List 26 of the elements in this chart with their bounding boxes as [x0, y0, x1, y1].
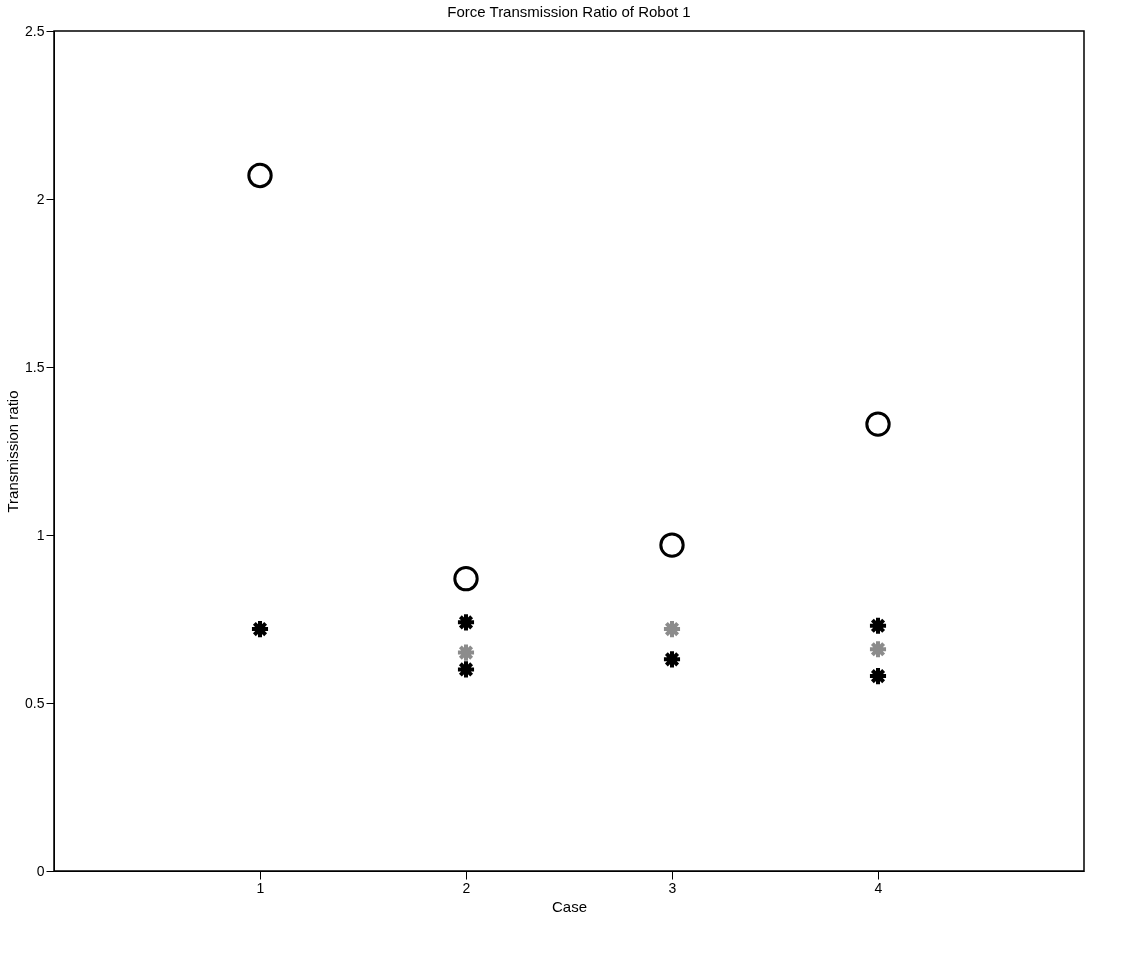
y-axis-title: Transmission ratio: [4, 390, 22, 513]
point: [865, 411, 891, 437]
point: [247, 162, 273, 189]
x-tick-label: 4: [874, 879, 883, 896]
point: [455, 659, 477, 680]
point: [661, 649, 683, 670]
point: [455, 612, 477, 633]
point: [867, 615, 889, 636]
point: [661, 619, 683, 640]
y-tick-label: 1.5: [25, 358, 45, 375]
point: [455, 642, 477, 663]
y-tick-label: 1: [36, 526, 45, 543]
point: [249, 619, 271, 640]
y-tick-label: 0: [36, 862, 45, 879]
y-tick-label: 0.5: [25, 694, 45, 711]
point: [659, 532, 685, 558]
chart-title: Force Transmission Ratio of Robot 1: [447, 3, 691, 20]
point: [867, 639, 889, 660]
point: [867, 666, 889, 687]
x-tick-label: 1: [256, 879, 265, 896]
y-tick-label: 2: [36, 190, 45, 207]
point: [453, 566, 479, 592]
x-axis-title: Case: [551, 897, 588, 915]
x-tick-label: 2: [462, 879, 471, 896]
y-tick-label: 2.5: [25, 22, 45, 39]
x-tick-label: 3: [668, 879, 677, 896]
